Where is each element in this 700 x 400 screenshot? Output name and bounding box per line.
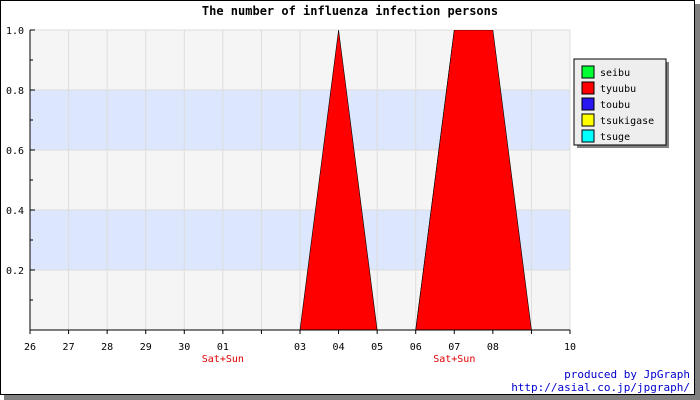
y-tick-label: 0.4	[6, 206, 24, 217]
legend-swatch-seibu	[581, 65, 595, 79]
x-tick-label: 27	[63, 342, 75, 353]
legend-label-tyuubu: tyuubu	[600, 84, 636, 95]
footer-url[interactable]: http://asial.co.jp/jpgraph/	[511, 381, 690, 394]
x-tick-label: 01	[217, 342, 229, 353]
x-tick-label: 08	[487, 342, 499, 353]
legend-swatch-tyuubu	[581, 81, 595, 95]
x-tick-label: 29	[140, 342, 152, 353]
x-tick-label: 04	[333, 342, 345, 353]
legend-swatch-tsuge	[581, 129, 595, 143]
weekend-label: Sat+Sun	[202, 354, 244, 365]
x-tick-label: 10	[564, 342, 576, 353]
legend-label-seibu: seibu	[600, 68, 630, 79]
legend-swatch-toubu	[581, 97, 595, 111]
series-area-tyuubu	[30, 30, 570, 330]
chart-title: The number of influenza infection person…	[202, 4, 498, 18]
y-tick-label: 0.8	[6, 86, 24, 97]
y-tick-label: 1.0	[6, 26, 24, 37]
y-axis-labels: 0.2 0.4 0.6 0.8 1.0	[6, 26, 24, 277]
x-tick-label: 26	[24, 342, 36, 353]
legend-label-toubu: toubu	[600, 100, 630, 111]
series-layer	[30, 30, 570, 330]
x-axis-labels: 26 27 28 29 30 01 03 04 05 06 07 08 10 Sat+Sun Sat+Sun	[24, 342, 576, 365]
x-tick-label: 07	[448, 342, 460, 353]
y-tick-label: 0.2	[6, 266, 24, 277]
y-tick-label: 0.6	[6, 146, 24, 157]
x-tick-label: 28	[101, 342, 113, 353]
x-tick-label: 05	[371, 342, 383, 353]
legend: seibu tyuubu toubu tsukigase tsuge	[573, 58, 669, 148]
footer-credit: produced by JpGraph	[564, 368, 690, 381]
legend-label-tsuge: tsuge	[600, 132, 630, 143]
weekend-label: Sat+Sun	[433, 354, 475, 365]
axes	[29, 29, 571, 334]
legend-swatch-tsukigase	[581, 113, 595, 127]
x-tick-label: 06	[410, 342, 422, 353]
x-tick-label: 30	[178, 342, 190, 353]
legend-label-tsukigase: tsukigase	[600, 116, 654, 127]
x-tick-label: 03	[294, 342, 306, 353]
